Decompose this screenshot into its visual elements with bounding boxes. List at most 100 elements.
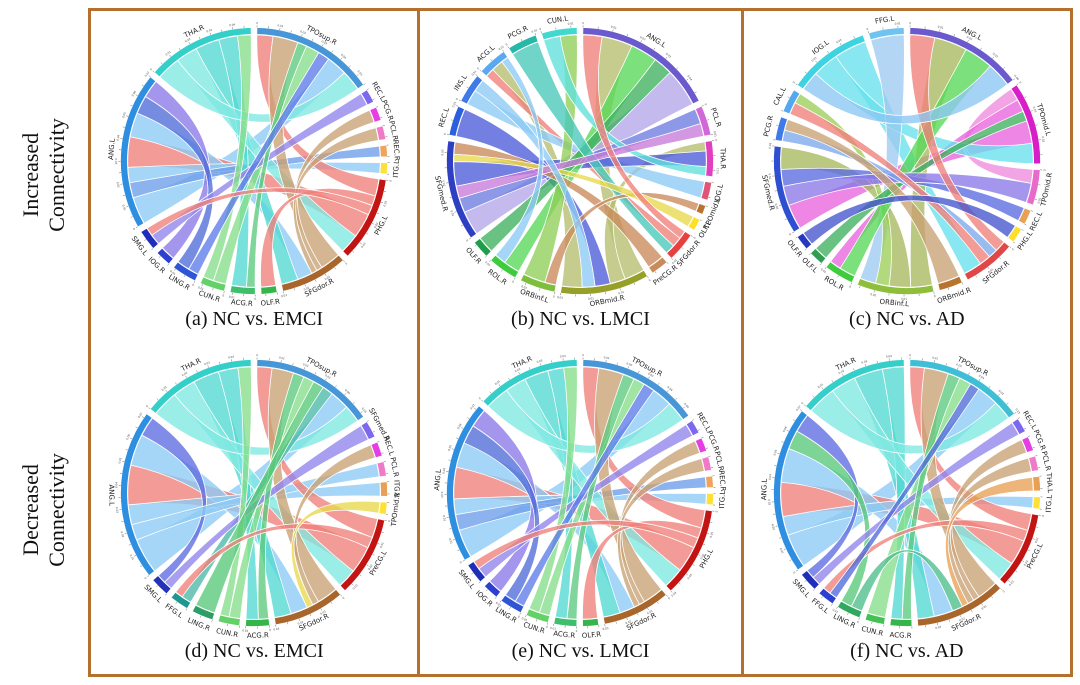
svg-text:0.02: 0.02 xyxy=(300,29,307,35)
region-label: OLF.R xyxy=(260,298,280,308)
svg-text:0.01: 0.01 xyxy=(169,269,176,276)
panel-d: 0 0.01 0.02 0.03 0.04 0.05 TPOsup.R SFGmed.R REC… xyxy=(91,343,417,675)
svg-text:0: 0 xyxy=(715,510,719,513)
svg-text:0.01: 0.01 xyxy=(498,44,505,51)
region-label: PCL.R xyxy=(1040,450,1052,471)
svg-text:0: 0 xyxy=(1011,247,1015,251)
svg-text:0: 0 xyxy=(693,236,697,240)
region-label: ITG.L xyxy=(392,479,401,497)
svg-text:0.01: 0.01 xyxy=(810,55,817,62)
svg-text:0: 0 xyxy=(1018,81,1022,85)
svg-text:0.01: 0.01 xyxy=(774,203,780,210)
svg-text:0: 0 xyxy=(144,576,148,580)
svg-text:0.02: 0.02 xyxy=(767,173,772,180)
svg-text:0: 0 xyxy=(518,614,522,618)
svg-text:0.02: 0.02 xyxy=(955,362,962,368)
svg-text:0.03: 0.03 xyxy=(767,499,771,506)
svg-text:0.02: 0.02 xyxy=(870,292,877,297)
svg-text:0.04: 0.04 xyxy=(344,388,351,395)
chord-diagram-f: 0 0.01 0.02 0.03 0.04 0.05 TPOsup.R REC.L PCG.R P… xyxy=(760,346,1054,640)
svg-text:0.01: 0.01 xyxy=(611,25,618,30)
svg-text:0.03: 0.03 xyxy=(665,52,672,59)
row-label-increased-line2: Connectivity xyxy=(44,118,69,233)
svg-text:0.03: 0.03 xyxy=(206,28,213,34)
svg-text:0: 0 xyxy=(342,595,346,599)
svg-text:0: 0 xyxy=(539,27,542,31)
svg-text:0: 0 xyxy=(145,404,149,408)
svg-text:0: 0 xyxy=(933,294,936,298)
svg-text:0.05: 0.05 xyxy=(447,444,453,451)
svg-text:0.05: 0.05 xyxy=(357,69,364,76)
svg-text:0.07: 0.07 xyxy=(137,411,144,418)
region-label: CUN.R xyxy=(860,624,884,637)
svg-text:0: 0 xyxy=(476,66,480,70)
svg-text:0.03: 0.03 xyxy=(992,52,999,59)
svg-text:0.01: 0.01 xyxy=(242,628,249,632)
svg-text:0.05: 0.05 xyxy=(121,111,127,118)
svg-text:0.01: 0.01 xyxy=(382,200,388,207)
svg-text:0.01: 0.01 xyxy=(817,382,824,389)
svg-text:0.02: 0.02 xyxy=(771,523,776,530)
region-label: PCG.R xyxy=(706,429,721,452)
region-label: CUN.L xyxy=(547,14,569,25)
svg-text:0: 0 xyxy=(909,353,911,357)
svg-text:0: 0 xyxy=(387,519,391,522)
svg-text:0.04: 0.04 xyxy=(667,385,674,392)
svg-text:0: 0 xyxy=(576,628,578,632)
svg-text:0.02: 0.02 xyxy=(626,361,633,367)
svg-text:0: 0 xyxy=(222,293,225,297)
region-label: THA.R xyxy=(719,147,727,169)
svg-text:0.01: 0.01 xyxy=(932,355,939,360)
svg-text:0: 0 xyxy=(256,353,258,357)
svg-text:0.01: 0.01 xyxy=(980,603,987,610)
caption-d: (d) NC vs. EMCI xyxy=(184,639,324,662)
svg-text:0.04: 0.04 xyxy=(228,354,235,359)
region-label: THA.R xyxy=(834,355,858,372)
svg-text:0.01: 0.01 xyxy=(1032,106,1038,113)
region-label: OLF.L xyxy=(698,219,714,239)
region-label: ORBmid.R xyxy=(590,294,626,308)
region-label: TPOmid.R xyxy=(390,491,401,527)
region-label: CUN.R xyxy=(198,289,222,304)
caption-f: (f) NC vs. AD xyxy=(850,639,964,662)
svg-text:0.02: 0.02 xyxy=(835,38,842,45)
svg-text:0.01: 0.01 xyxy=(448,537,454,544)
svg-text:0.02: 0.02 xyxy=(184,37,191,44)
panel-c: 0 0.01 0.02 0.03 0.04 ANG.L 0 0.01 0.02 TPOmid.L 0… xyxy=(744,11,1070,343)
svg-text:0.01: 0.01 xyxy=(450,210,456,217)
svg-text:0.02: 0.02 xyxy=(837,368,844,375)
region-label: PCL.R xyxy=(389,456,401,477)
svg-text:0.05: 0.05 xyxy=(361,406,368,413)
svg-text:0.03: 0.03 xyxy=(767,142,772,149)
row-label-increased: Increased Connectivity xyxy=(0,8,88,343)
svg-text:0.01: 0.01 xyxy=(604,355,611,360)
svg-text:0.01: 0.01 xyxy=(521,284,528,290)
region-label: CUN.R xyxy=(216,627,239,639)
caption-c: (c) NC vs. AD xyxy=(849,308,965,330)
region-label: INS.L xyxy=(453,73,469,92)
region-label: PCG.R xyxy=(380,99,395,122)
region-label: ACG.R xyxy=(889,631,911,640)
region-label: ANG.L xyxy=(433,468,443,490)
svg-text:0.01: 0.01 xyxy=(277,23,284,28)
svg-text:0.04: 0.04 xyxy=(114,481,118,487)
svg-text:0: 0 xyxy=(255,297,257,301)
svg-text:0.01: 0.01 xyxy=(550,625,557,630)
svg-text:0.01: 0.01 xyxy=(716,168,720,175)
svg-text:0.01: 0.01 xyxy=(820,267,827,274)
svg-text:0.04: 0.04 xyxy=(768,473,773,480)
svg-text:0.01: 0.01 xyxy=(379,541,385,548)
svg-text:0.01: 0.01 xyxy=(713,131,718,138)
figure-border-box: 0 0.01 0.02 0.03 0.04 0.05 TPOsup.R REC.L PCG.R P… xyxy=(88,8,1073,677)
region-label: LING.R xyxy=(186,616,211,633)
svg-text:0.01: 0.01 xyxy=(121,204,127,211)
svg-text:0.02: 0.02 xyxy=(625,619,632,625)
region-label: FFG.L xyxy=(874,15,895,26)
region-label: REC.L xyxy=(438,107,452,129)
region-label: CAL.L xyxy=(772,86,788,107)
region-label: ACG.R xyxy=(247,631,269,640)
svg-text:0.01: 0.01 xyxy=(494,378,501,385)
svg-text:0.04: 0.04 xyxy=(116,134,121,141)
panel-e: 0 0.01 0.02 0.03 0.04 0.05 TPOsup.R REC.L PCG.R P… xyxy=(417,342,744,674)
